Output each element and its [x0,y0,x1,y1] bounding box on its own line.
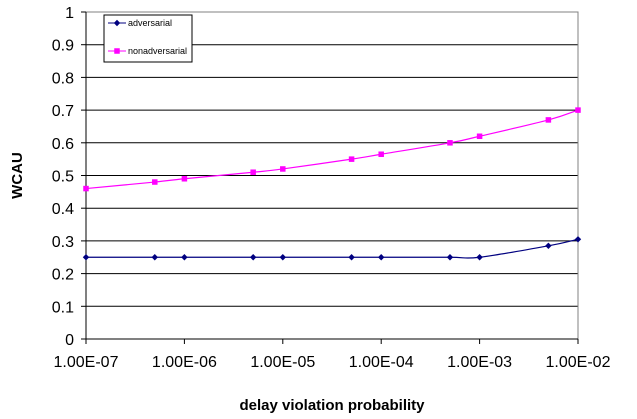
y-tick-label: 0.7 [52,103,74,120]
y-tick-label: 1 [65,5,74,22]
adversarial-point [476,254,483,261]
y-tick-label: 0.4 [52,201,74,218]
adversarial-point [181,254,188,261]
legend-label: adversarial [128,18,172,28]
adversarial-point [574,236,582,243]
y-tick-label: 0.5 [52,169,74,186]
adversarial-point [348,254,355,261]
adversarial-point [545,242,552,250]
nonadversarial-point [447,140,453,146]
legend-item: nonadversarial [108,46,187,56]
adversarial-point [249,254,257,261]
series-adversarial [82,236,582,261]
nonadversarial-point [545,117,552,123]
legend-swatch-marker [114,48,120,54]
y-tick-label: 0.2 [52,267,74,284]
y-tick-label: 0.1 [52,299,74,316]
x-axis-title: delay violation probability [239,397,425,414]
x-tick-label: 1.00E-07 [54,354,119,371]
adversarial-line [86,238,579,259]
nonadversarial-point [181,176,188,182]
nonadversarial-point [575,107,581,113]
y-tick-label: 0.6 [52,136,74,153]
x-tick-label: 1.00E-03 [447,354,512,371]
nonadversarial-point [280,166,286,172]
nonadversarial-point [250,169,256,175]
nonadversarial-point [83,185,89,192]
adversarial-point [279,254,286,261]
nonadversarial-point [476,133,483,140]
legend-item: adversarial [108,18,172,28]
y-tick-label: 0.3 [52,234,74,251]
y-tick-label: 0 [65,332,74,349]
x-tick-label: 1.00E-06 [152,354,217,371]
nonadversarial-line [85,109,579,190]
y-tick-label: 0.9 [52,38,74,55]
x-tick-label: 1.00E-02 [546,354,611,371]
adversarial-point [446,254,454,261]
adversarial-point [151,254,158,261]
x-tick-label: 1.00E-05 [250,354,315,371]
nonadversarial-point [378,151,384,157]
y-tick-labels: 0 0.1 0.2 0.3 0.4 0.5 0.6 0.7 0.8 0.9 1 [52,5,74,349]
legend-swatch-marker [113,19,121,27]
nonadversarial-point [348,156,355,162]
x-tick-label: 1.00E-04 [349,354,414,371]
legend: adversarial nonadversarial [103,14,193,63]
nonadversarial-point [152,179,158,185]
y-axis-title: WCAU [9,152,26,199]
adversarial-point [378,254,385,261]
series-group [82,107,582,261]
legend-label: nonadversarial [128,46,187,56]
adversarial-point [82,254,90,261]
series-nonadversarial [83,107,581,192]
y-tick-label: 0.8 [52,70,74,87]
x-tick-labels: 1.00E-07 1.00E-06 1.00E-05 1.00E-04 1.00E-03… [54,354,611,371]
axes [81,11,579,344]
